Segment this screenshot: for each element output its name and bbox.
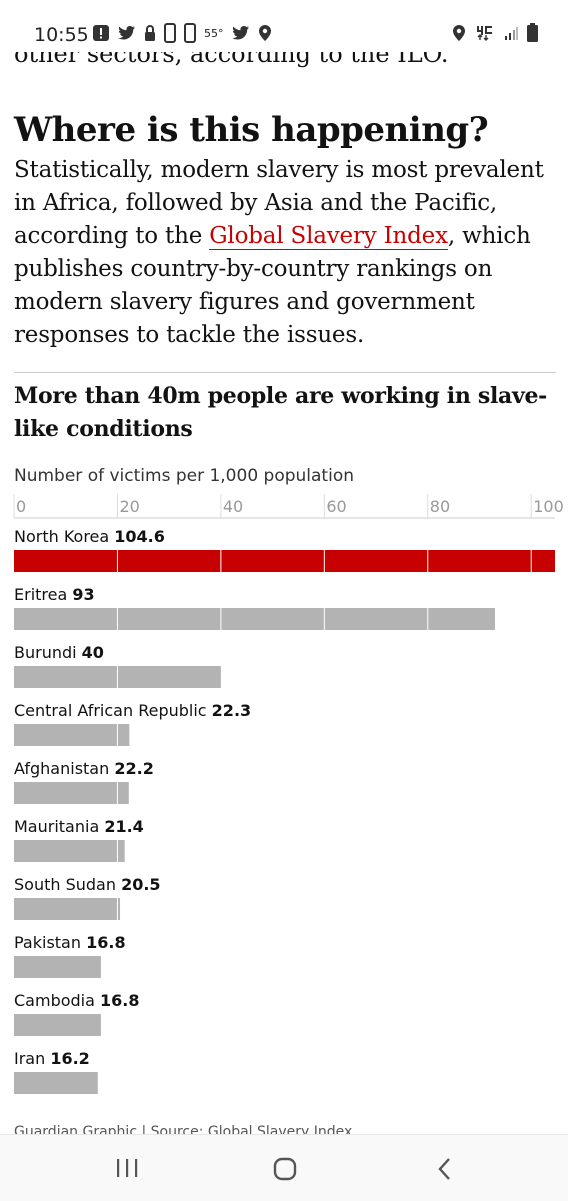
4g-lte-icon — [477, 25, 492, 41]
phone-icon — [164, 23, 176, 43]
bar — [14, 1014, 101, 1036]
bar — [14, 956, 101, 978]
chart-title: More than 40m people are working in slav… — [14, 383, 548, 442]
back-icon[interactable] — [435, 1157, 455, 1181]
x-tick-label: 40 — [223, 497, 243, 516]
bar-category-label: North Korea 104.6 — [14, 527, 165, 546]
chart-divider — [14, 372, 556, 373]
recent-apps-icon[interactable] — [115, 1157, 139, 1179]
article-paragraph: Statistically, modern slavery is most pr… — [14, 154, 554, 352]
category-name: South Sudan — [14, 875, 121, 894]
alert-icon — [93, 25, 109, 41]
status-icons-right — [452, 23, 538, 42]
chart-subtitle: Number of victims per 1,000 population — [14, 466, 354, 486]
bar — [14, 608, 496, 630]
location-icon — [258, 25, 271, 41]
battery-icon — [527, 23, 538, 42]
bar — [14, 840, 125, 862]
bar — [14, 782, 129, 804]
x-tick-label: 100 — [533, 497, 564, 516]
status-time: 10:55 — [34, 24, 89, 46]
lock-icon — [145, 25, 155, 41]
bar-value-label: 22.3 — [212, 701, 251, 720]
bar-value-label: 93 — [72, 585, 94, 604]
category-name: North Korea — [14, 527, 114, 546]
x-tick-label: 60 — [326, 497, 346, 516]
signal-icon — [505, 26, 518, 40]
status-temperature: 55° — [204, 26, 224, 40]
home-icon[interactable] — [273, 1157, 297, 1181]
status-bar: 10:55 55° — [0, 0, 568, 52]
category-name: Pakistan — [14, 933, 86, 952]
x-tick-label: 80 — [430, 497, 450, 516]
category-name: Eritrea — [14, 585, 72, 604]
bar — [14, 550, 555, 572]
bar-category-label: Eritrea 93 — [14, 585, 95, 604]
bar-category-label: Afghanistan 22.2 — [14, 759, 154, 778]
bar — [14, 898, 121, 920]
bar-value-label: 21.4 — [104, 817, 143, 836]
global-slavery-index-link[interactable]: Global Slavery Index — [209, 223, 448, 250]
bar-value-label: 16.2 — [50, 1049, 89, 1068]
category-name: Iran — [14, 1049, 50, 1068]
bar-category-label: Central African Republic 22.3 — [14, 701, 251, 720]
bar-category-label: Mauritania 21.4 — [14, 817, 144, 836]
bar-category-label: Cambodia 16.8 — [14, 991, 139, 1010]
phone-icon — [184, 23, 196, 43]
x-tick-label: 20 — [119, 497, 139, 516]
bar-value-label: 16.8 — [100, 991, 139, 1010]
location-icon — [453, 24, 465, 41]
bar-category-label: Iran 16.2 — [14, 1049, 90, 1068]
bar-value-label: 22.2 — [114, 759, 153, 778]
twitter-icon — [118, 26, 135, 40]
category-name: Burundi — [14, 643, 82, 662]
x-tick-label: 0 — [16, 497, 26, 516]
twitter-icon — [231, 26, 249, 40]
article-section: Where is this happening? Statistically, … — [14, 108, 554, 352]
bar-value-label: 40 — [82, 643, 104, 662]
category-name: Afghanistan — [14, 759, 114, 778]
bar-category-label: Burundi 40 — [14, 643, 104, 662]
navigation-bar — [0, 1134, 568, 1201]
status-icons-left: 55° — [92, 23, 272, 43]
bar-category-label: Pakistan 16.8 — [14, 933, 126, 952]
category-name: Central African Republic — [14, 701, 212, 720]
bar-value-label: 16.8 — [86, 933, 125, 952]
bar-category-label: South Sudan 20.5 — [14, 875, 161, 894]
section-heading: Where is this happening? — [14, 110, 489, 150]
bar — [14, 1072, 98, 1094]
paragraph-text-before: Statistically, modern slavery is most pr… — [14, 157, 544, 249]
bar-value-label: 104.6 — [114, 527, 165, 546]
bar — [14, 724, 130, 746]
paragraph-text-after: , which publishes country-by-country ran… — [14, 223, 531, 348]
category-name: Mauritania — [14, 817, 104, 836]
bar-chart: 0 20 40 60 80 100 North Korea 104.6 Eritrea 93 B… — [13, 494, 564, 1094]
bar-value-label: 20.5 — [121, 875, 160, 894]
category-name: Cambodia — [14, 991, 100, 1010]
